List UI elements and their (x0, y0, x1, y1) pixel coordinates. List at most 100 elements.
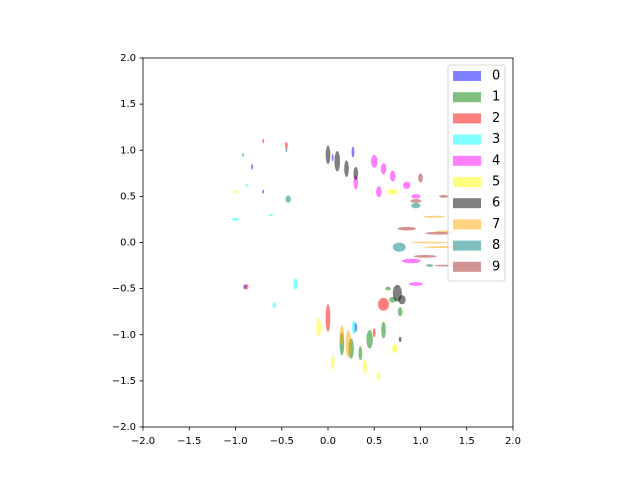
legend-label: 9 (492, 259, 500, 274)
y-tick-label: −2.0 (112, 422, 136, 433)
plot-area (231, 138, 465, 381)
x-tick-label: −1.0 (223, 436, 247, 447)
ellipse (262, 138, 265, 144)
ellipse (331, 153, 334, 162)
ellipse (413, 254, 437, 258)
ellipse (398, 336, 402, 343)
ellipse (325, 304, 331, 332)
ellipse (398, 295, 406, 305)
ellipse (411, 194, 421, 199)
ellipse (402, 181, 411, 189)
y-tick-label: −1.0 (112, 330, 136, 341)
ellipse (402, 258, 421, 264)
ellipse (285, 195, 291, 203)
ellipse (353, 175, 359, 190)
ellipse (316, 318, 322, 337)
legend-swatch (453, 113, 481, 124)
y-tick-label: 0.0 (120, 238, 136, 249)
ellipse (251, 164, 254, 170)
y-tick-label: 1.0 (120, 145, 136, 156)
ellipse (358, 346, 363, 361)
x-tick-label: 2.0 (505, 436, 521, 447)
ellipse (241, 153, 244, 157)
legend: 0 1 2 3 4 5 6 7 8 9 (447, 64, 506, 282)
ellipse (439, 194, 449, 198)
legend-label: 5 (492, 175, 500, 190)
legend-swatch (453, 261, 481, 272)
ellipse (330, 355, 335, 370)
ellipse (232, 190, 239, 194)
ellipse (426, 264, 434, 267)
legend-label: 4 (492, 153, 500, 168)
ellipse (352, 320, 356, 335)
ellipse (425, 231, 453, 235)
legend-label: 0 (492, 69, 500, 84)
legend-swatch (453, 71, 481, 81)
ellipse (411, 202, 421, 209)
ellipse (268, 213, 273, 216)
ellipse (372, 328, 376, 338)
x-tick-label: 1.0 (413, 436, 429, 447)
ellipse (422, 215, 446, 218)
ellipse (380, 163, 387, 175)
x-tick-label: −2.0 (131, 436, 155, 447)
legend-label: 8 (492, 238, 500, 253)
y-tick-label: 0.5 (120, 191, 136, 202)
legend-label: 1 (492, 90, 500, 105)
ellipse (262, 189, 265, 194)
legend-swatch (453, 134, 481, 145)
legend-label: 6 (492, 196, 500, 211)
y-tick-label: −1.5 (112, 376, 136, 387)
ellipse (363, 360, 367, 374)
legend-label: 3 (492, 132, 500, 147)
ellipse (389, 170, 396, 182)
x-tick-label: −0.5 (270, 436, 294, 447)
ellipse (381, 321, 386, 339)
ellipse (272, 302, 277, 308)
ellipse (385, 286, 391, 291)
ellipse (411, 241, 449, 244)
ellipse (285, 148, 288, 153)
legend-swatch (453, 240, 481, 251)
ellipse (293, 278, 298, 290)
y-tick-label: 1.5 (120, 99, 136, 110)
ellipse (351, 146, 355, 158)
ellipse (366, 330, 373, 349)
ellipse (284, 141, 288, 150)
ellipse (418, 173, 423, 183)
ellipse (376, 186, 382, 198)
ellipse (325, 145, 331, 165)
legend-label: 7 (492, 217, 500, 232)
legend-swatch (453, 177, 481, 187)
ellipse (392, 242, 406, 252)
x-tick-label: −1.5 (177, 436, 201, 447)
ellipse (408, 282, 423, 286)
legend-label: 2 (492, 111, 500, 126)
ellipse (397, 226, 416, 231)
ellipse (391, 343, 398, 354)
ellipse (397, 307, 403, 317)
legend-swatch (453, 92, 481, 103)
ellipse (339, 325, 345, 344)
ellipse (344, 160, 349, 178)
ellipse (410, 199, 422, 203)
x-tick-label: 1.5 (459, 436, 475, 447)
y-tick-label: −0.5 (112, 284, 136, 295)
ellipse (345, 330, 352, 358)
ellipse (377, 371, 381, 381)
y-tick-label: 2.0 (120, 53, 136, 64)
ellipse (371, 154, 378, 168)
ellipse (353, 166, 359, 180)
legend-swatch (453, 198, 481, 209)
ellipse (231, 218, 240, 221)
ellipse (334, 151, 341, 172)
ellipse (377, 297, 390, 311)
x-tick-label: 0.0 (320, 436, 336, 447)
ellipse (245, 183, 248, 187)
ellipse (387, 188, 399, 195)
legend-swatch (453, 219, 481, 230)
ellipse (244, 284, 249, 290)
x-tick-label: 0.5 (366, 436, 382, 447)
